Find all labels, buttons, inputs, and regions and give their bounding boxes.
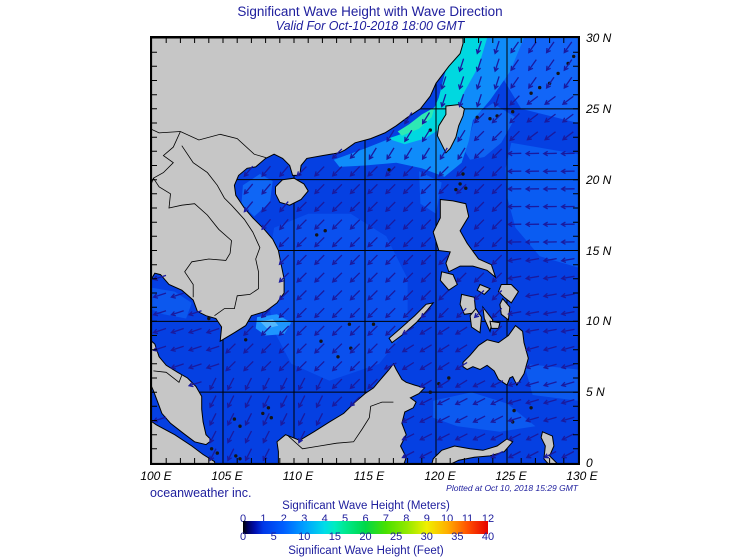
- valid-time-subtitle: Valid For Oct-10-2018 18:00 GMT: [275, 19, 465, 33]
- feet-tick-label: 25: [390, 531, 403, 543]
- lat-label: 10 N: [586, 314, 612, 329]
- feet-tick-label: 15: [328, 531, 341, 543]
- lat-label: 0: [586, 456, 593, 470]
- meter-tick-label: 11: [461, 513, 474, 525]
- page-title: Significant Wave Height with Wave Direct…: [237, 4, 503, 19]
- meter-tick-label: 6: [362, 513, 369, 525]
- lon-label: 130 E: [566, 469, 598, 483]
- legend-feet-label: Significant Wave Height (Feet): [288, 545, 444, 557]
- meter-tick-label: 7: [382, 513, 389, 525]
- feet-tick-label: 40: [481, 531, 495, 543]
- wave-map: [150, 36, 580, 465]
- lon-label: 100 E: [140, 469, 172, 483]
- lon-label: 110 E: [282, 469, 314, 483]
- plotted-timestamp: Plotted at Oct 10, 2018 15:29 GMT: [446, 483, 578, 493]
- meter-tick-label: 1: [260, 513, 267, 525]
- lat-label: 15 N: [586, 243, 612, 258]
- branding-text: oceanweather inc.: [150, 486, 252, 500]
- meter-tick-label: 5: [342, 513, 349, 525]
- meter-tick-label: 8: [403, 513, 410, 525]
- feet-tick-label: 20: [359, 531, 372, 543]
- meter-tick-label: 9: [423, 513, 430, 525]
- lat-label: 30 N: [586, 31, 612, 45]
- feet-tick-label: 10: [298, 531, 311, 543]
- lat-label: 5 N: [586, 385, 605, 400]
- meter-tick-label: 0: [239, 513, 247, 525]
- feet-tick-label: 30: [420, 531, 433, 543]
- lon-label: 125 E: [495, 469, 527, 483]
- meter-tick-label: 4: [321, 513, 328, 525]
- meter-tick-label: 2: [280, 513, 287, 525]
- feet-tick-label: 5: [270, 531, 277, 543]
- lon-label: 105 E: [211, 469, 243, 483]
- lon-label: 115 E: [353, 469, 385, 483]
- feet-tick-label: 0: [239, 531, 247, 543]
- lat-label: 20 N: [586, 172, 612, 187]
- lon-label: 120 E: [424, 469, 456, 483]
- lat-label: 25 N: [586, 101, 612, 116]
- feet-tick-label: 35: [451, 531, 464, 543]
- legend-colorbar: [243, 521, 488, 534]
- meter-tick-label: 3: [301, 513, 308, 525]
- legend-meters-label: Significant Wave Height (Meters): [282, 500, 450, 512]
